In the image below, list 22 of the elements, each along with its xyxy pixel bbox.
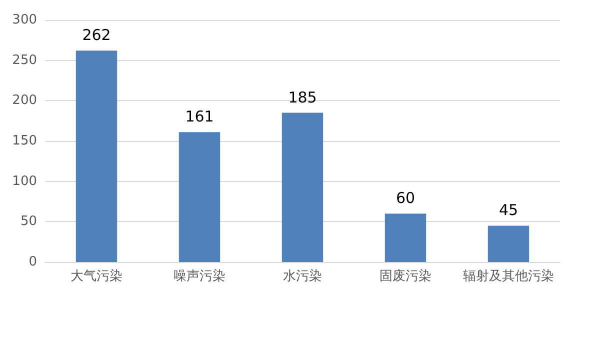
data-label: 45 — [498, 201, 518, 220]
data-label: 262 — [82, 26, 111, 44]
y-tick-label: 50 — [20, 214, 37, 230]
bar — [76, 50, 118, 262]
bar — [282, 112, 324, 262]
y-tick-label: 150 — [12, 134, 37, 148]
x-tick-label: 水污染 — [283, 269, 322, 284]
x-tick-label: 大气污染 — [70, 269, 122, 284]
y-tick-label: 250 — [12, 52, 37, 68]
data-label: 161 — [185, 108, 214, 126]
data-label: 185 — [288, 88, 317, 106]
bar — [178, 132, 220, 262]
x-tick-label: 固废污染 — [380, 269, 432, 284]
y-tick-label: 300 — [12, 12, 37, 28]
x-tick-label: 辐射及其他污染 — [463, 269, 554, 284]
y-tick-label: 0 — [28, 254, 37, 270]
y-tick-label: 100 — [12, 174, 37, 189]
x-tick-label: 噪声污染 — [174, 269, 226, 284]
y-tick-label: 200 — [12, 93, 37, 108]
bar — [384, 214, 426, 262]
bar — [488, 226, 530, 262]
data-label: 60 — [396, 189, 416, 208]
